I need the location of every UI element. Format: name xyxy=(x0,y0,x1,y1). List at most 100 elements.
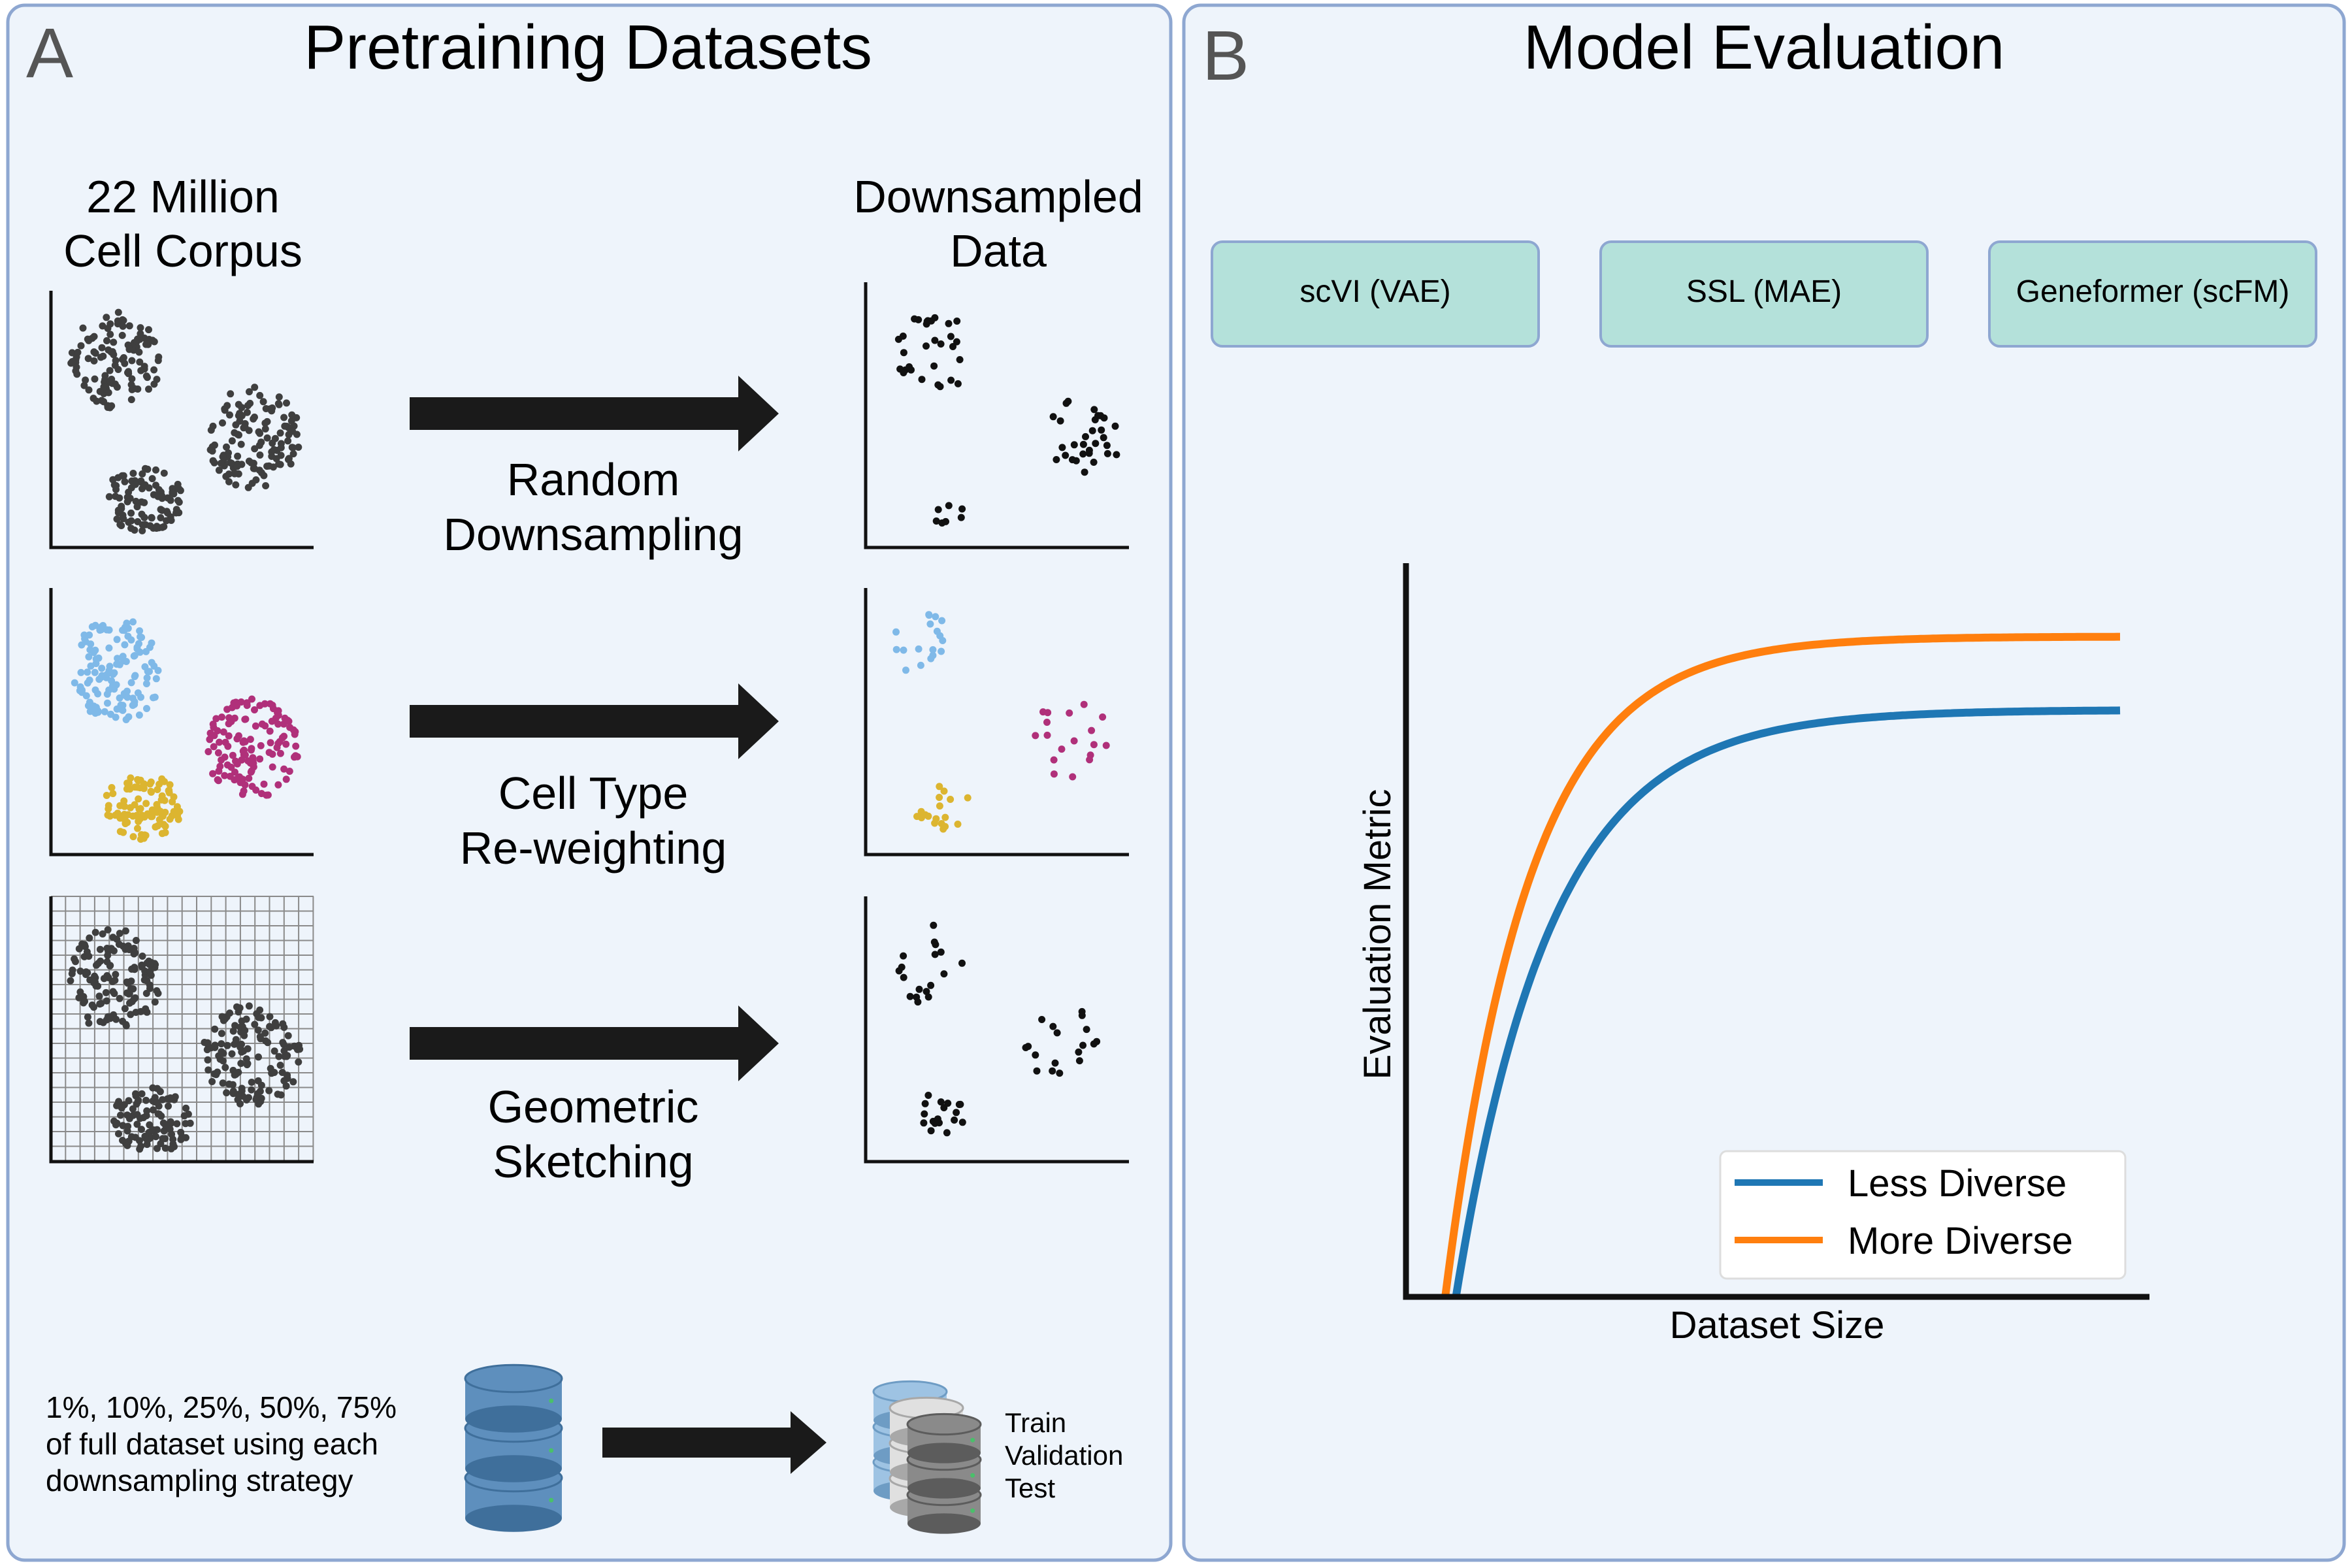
scatter-point xyxy=(289,444,297,451)
scatter-point xyxy=(214,1068,221,1076)
scatter-point xyxy=(262,482,270,489)
scatter-point xyxy=(253,1090,261,1098)
scatter-point xyxy=(146,522,154,530)
scatter-point xyxy=(273,743,281,751)
scatter-point xyxy=(145,484,153,492)
scatter-point xyxy=(900,349,907,357)
scatter-point xyxy=(292,742,300,750)
scatter-point xyxy=(282,776,290,783)
scatter-point xyxy=(255,1053,262,1061)
scatter-point xyxy=(257,742,265,749)
scatter-point xyxy=(142,800,150,808)
scatter-point xyxy=(120,317,127,324)
scatter-point xyxy=(284,1032,292,1039)
scatter-point xyxy=(110,338,118,346)
scatter-point xyxy=(148,514,155,521)
scatter-point xyxy=(148,639,155,647)
series-line-more-diverse xyxy=(1441,632,2120,1298)
scatter-point xyxy=(244,483,252,491)
split-test: Test xyxy=(1005,1473,1055,1503)
scatter-point xyxy=(167,1118,174,1126)
scatter-point xyxy=(134,689,142,697)
scatter-point xyxy=(263,791,270,799)
scatter-point xyxy=(226,772,234,780)
scatter-point xyxy=(283,1053,291,1060)
scatter-point xyxy=(1070,737,1078,745)
scatter-point xyxy=(925,612,933,619)
downsampled-label-line1: Downsampled xyxy=(853,171,1143,222)
scatter-point xyxy=(1081,468,1088,476)
database-led xyxy=(549,1398,554,1403)
scatter-point xyxy=(113,636,121,644)
scatter-point xyxy=(268,407,276,415)
scatter-point xyxy=(1079,450,1087,458)
scatter-point xyxy=(921,1110,928,1118)
model-label-scvi: scVI (VAE) xyxy=(1299,274,1450,309)
scatter-point xyxy=(231,714,238,722)
scatter-point xyxy=(257,1035,265,1043)
database-segment-top xyxy=(464,1364,563,1394)
scatter-point xyxy=(218,1030,225,1037)
scatter-point xyxy=(223,761,231,769)
scatter-point xyxy=(224,742,232,750)
scatter-point xyxy=(217,459,225,467)
scatter-point xyxy=(1078,1011,1086,1019)
scatter-point xyxy=(90,979,98,987)
scatter-point xyxy=(126,785,134,793)
scatter-point xyxy=(955,1101,963,1108)
scatter-point xyxy=(137,815,144,823)
scatter-point xyxy=(131,480,139,488)
scatter-point xyxy=(165,1102,172,1110)
scatter-point xyxy=(114,317,122,325)
scatter-point xyxy=(232,757,239,765)
scatter-point xyxy=(140,498,148,506)
scatter-point xyxy=(137,367,145,374)
scatter-point xyxy=(242,1015,250,1023)
scatter-point xyxy=(964,794,972,802)
scatter-point xyxy=(256,391,264,399)
scatter-point xyxy=(103,626,110,634)
scatter-point xyxy=(122,716,130,723)
scatter-point xyxy=(103,792,110,799)
scatter-point xyxy=(258,720,266,728)
scatter-point xyxy=(103,337,110,344)
scatter-point xyxy=(945,319,953,327)
scatter-point xyxy=(1049,1022,1057,1030)
scatter-point xyxy=(82,376,90,384)
scatter-point xyxy=(266,727,274,735)
scatter-point xyxy=(114,308,122,316)
model-label-ssl: SSL (MAE) xyxy=(1686,274,1842,309)
scatter-point xyxy=(928,317,935,325)
scatter-point xyxy=(236,417,244,425)
panel-b-title: Model Evaluation xyxy=(1524,12,2004,82)
scatter-point xyxy=(131,700,139,708)
scatter-point xyxy=(247,768,255,776)
scatter-point xyxy=(139,953,146,960)
scatter-point xyxy=(238,404,246,412)
scatter-point xyxy=(101,708,108,715)
scatter-point xyxy=(241,423,249,431)
evaluation-chart: Dataset Size Evaluation Metric Less Dive… xyxy=(1356,563,2149,1347)
scatter-point xyxy=(1058,745,1066,753)
scatter-point xyxy=(119,1137,126,1144)
scatter-point xyxy=(85,386,93,394)
scatter-point xyxy=(940,970,948,978)
scatter-point xyxy=(112,485,120,493)
scatter-point xyxy=(74,348,82,356)
scatter-point xyxy=(138,1126,145,1134)
scatter-point xyxy=(1090,1040,1098,1048)
test-database-led xyxy=(970,1473,975,1478)
scatter-point xyxy=(138,1090,146,1098)
scatter-point xyxy=(228,437,236,445)
scatter-point xyxy=(277,444,285,451)
scatter-point xyxy=(173,1120,181,1128)
scatter-point xyxy=(235,1068,242,1076)
scatter-point xyxy=(142,1096,150,1104)
scatter-point xyxy=(214,749,222,757)
scatter-point xyxy=(90,357,98,365)
scatter-point xyxy=(103,691,111,698)
model-boxes: scVI (VAE) SSL (MAE) Geneformer (scFM) xyxy=(1211,240,2317,348)
scatter-point xyxy=(216,762,224,770)
scatter-point xyxy=(918,376,926,384)
scatter-point xyxy=(133,503,141,511)
